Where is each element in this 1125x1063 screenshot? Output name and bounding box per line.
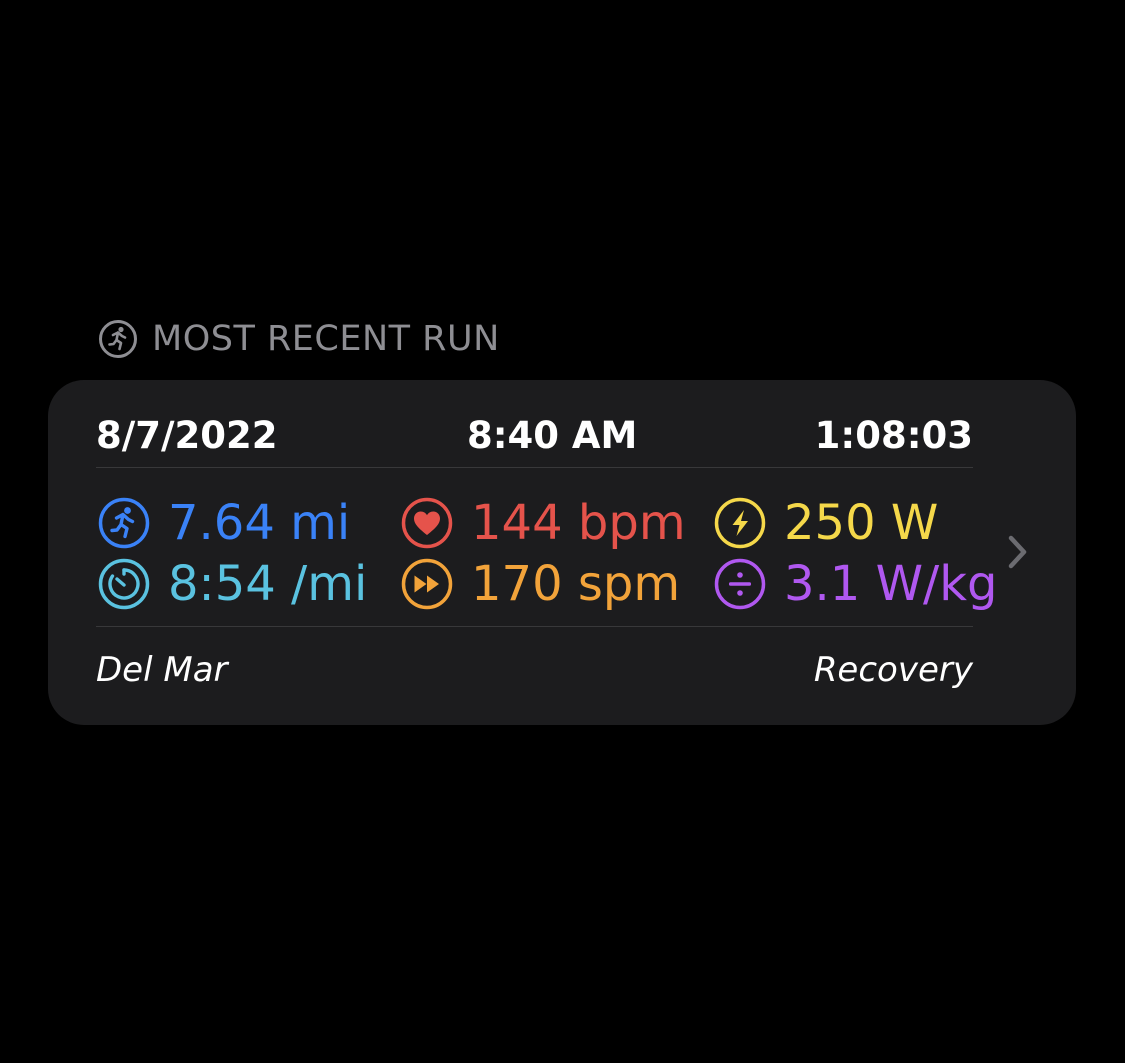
stopwatch-icon [98,558,150,610]
divide-icon [714,558,766,610]
runner-circle-icon [99,320,137,358]
run-date: 8/7/2022 [96,414,278,457]
section-title: MOST RECENT RUN [152,319,500,359]
bolt-icon [714,497,766,549]
distance-value: 7.64 mi [168,495,351,551]
distance-metric: 7.64 mi [98,495,350,551]
power-per-kg-value: 3.1 W/kg [784,556,998,612]
section-header: MOST RECENT RUN [98,318,500,360]
heart-icon [401,497,453,549]
power-per-kg-metric: 3.1 W/kg [714,556,998,612]
run-duration: 1:08:03 [814,414,973,457]
run-details-row: Del Mar Recovery [96,650,973,694]
cadence-value: 170 spm [471,556,681,612]
pace-value: 8:54 /mi [168,556,368,612]
heart-rate-value: 144 bpm [471,495,686,551]
power-value: 250 W [784,495,939,551]
cadence-metric: 170 spm [401,556,680,612]
heart-rate-metric: 144 bpm [401,495,686,551]
workout-type: Recovery [813,650,973,690]
run-location: Del Mar [96,650,228,690]
divider-bottom [96,626,973,627]
most-recent-run-card[interactable]: 8/7/2022 8:40 AM 1:08:03 7.64 mi 8:54 /m… [48,380,1076,725]
run-start-time: 8:40 AM [467,414,638,457]
power-metric: 250 W [714,495,938,551]
runner-icon [98,497,150,549]
fast-forward-icon [401,558,453,610]
chevron-right-icon[interactable] [1002,532,1032,572]
pace-metric: 8:54 /mi [98,556,367,612]
divider-top [96,467,973,468]
run-summary-row: 8/7/2022 8:40 AM 1:08:03 [96,410,973,462]
